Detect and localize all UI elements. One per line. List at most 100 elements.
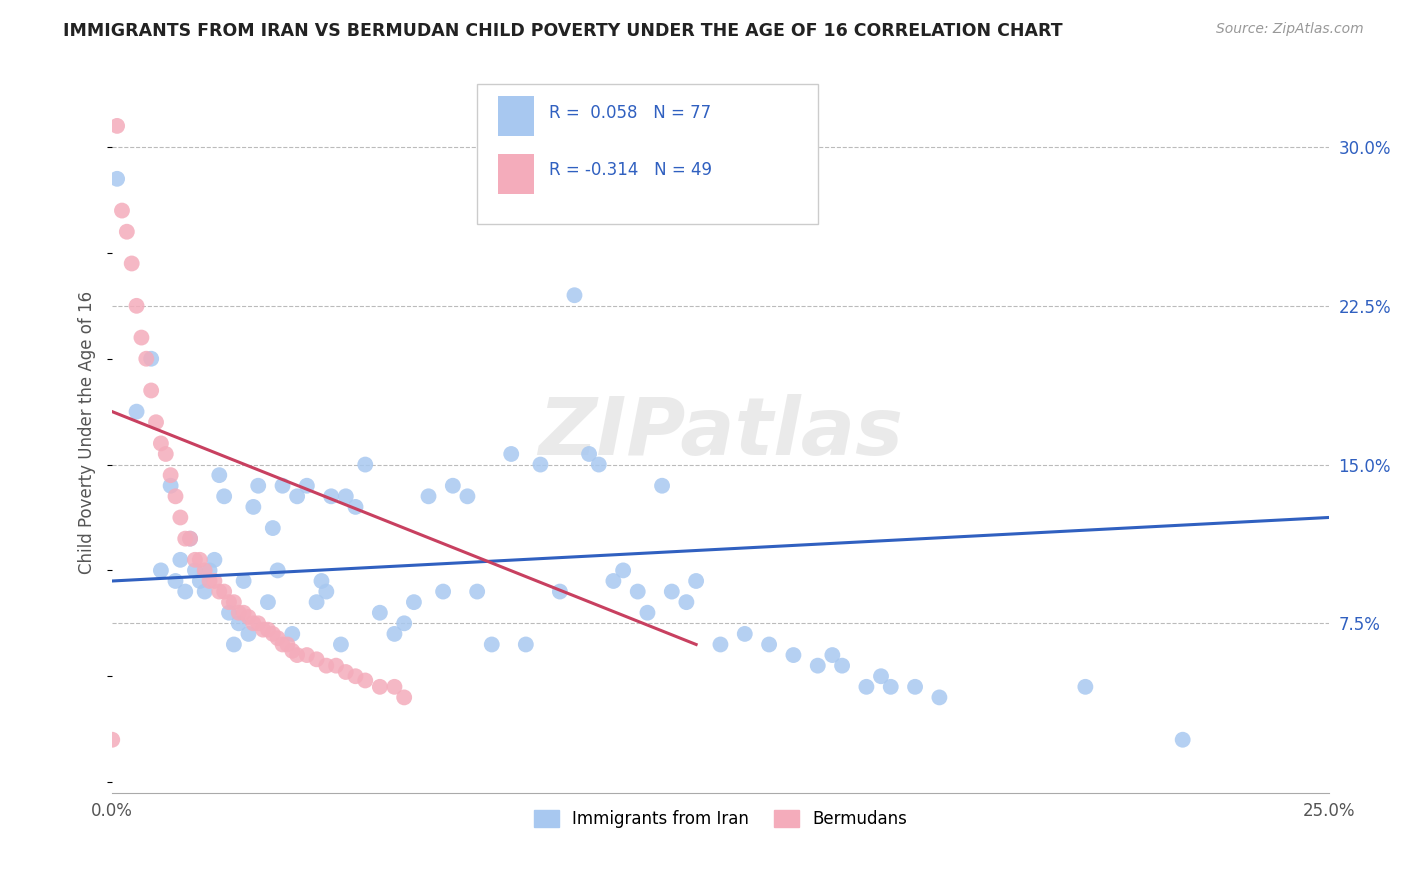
Point <box>222 638 245 652</box>
Point <box>266 563 288 577</box>
Point <box>855 680 877 694</box>
Point <box>402 595 425 609</box>
Point <box>627 584 650 599</box>
Point <box>335 665 357 679</box>
Point <box>194 563 217 577</box>
Point <box>305 652 328 666</box>
Y-axis label: Child Poverty Under the Age of 16: Child Poverty Under the Age of 16 <box>79 292 96 574</box>
Point <box>368 680 391 694</box>
Text: IMMIGRANTS FROM IRAN VS BERMUDAN CHILD POVERTY UNDER THE AGE OF 16 CORRELATION C: IMMIGRANTS FROM IRAN VS BERMUDAN CHILD P… <box>63 22 1063 40</box>
FancyBboxPatch shape <box>477 84 818 224</box>
Point <box>281 644 304 658</box>
Bar <box>498 96 534 136</box>
Point <box>870 669 893 683</box>
Point <box>344 669 367 683</box>
Point <box>305 595 328 609</box>
Point <box>1074 680 1097 694</box>
Point <box>432 584 454 599</box>
Point <box>159 468 181 483</box>
Text: ZIPatlas: ZIPatlas <box>538 393 903 472</box>
Point <box>218 606 240 620</box>
Point <box>121 256 143 270</box>
Point <box>465 584 488 599</box>
Point <box>295 479 318 493</box>
Point <box>651 479 673 493</box>
Point <box>174 584 197 599</box>
Point <box>685 574 707 588</box>
Point <box>335 489 357 503</box>
Point <box>321 489 343 503</box>
Point <box>276 638 298 652</box>
Point <box>262 521 284 535</box>
Point <box>149 436 172 450</box>
Point <box>232 574 254 588</box>
Point <box>238 610 260 624</box>
Text: R =  0.058   N = 77: R = 0.058 N = 77 <box>548 103 711 121</box>
Text: Source: ZipAtlas.com: Source: ZipAtlas.com <box>1216 22 1364 37</box>
Point <box>242 616 264 631</box>
Point <box>247 616 270 631</box>
Point <box>111 203 134 218</box>
Point <box>271 479 294 493</box>
Point <box>159 479 181 493</box>
Point <box>125 404 148 418</box>
Point <box>709 638 731 652</box>
Point <box>354 673 377 688</box>
Point <box>271 638 294 652</box>
Point <box>208 468 231 483</box>
Point <box>354 458 377 472</box>
Point <box>228 616 250 631</box>
Point <box>131 330 153 344</box>
Point <box>262 627 284 641</box>
Point <box>904 680 927 694</box>
Point <box>928 690 950 705</box>
Point <box>588 458 610 472</box>
Point <box>208 584 231 599</box>
Point <box>188 574 211 588</box>
Legend: Immigrants from Iran, Bermudans: Immigrants from Iran, Bermudans <box>527 803 914 835</box>
Point <box>238 627 260 641</box>
Point <box>515 638 537 652</box>
Point <box>242 500 264 514</box>
Point <box>218 595 240 609</box>
Point <box>578 447 600 461</box>
Point <box>169 553 191 567</box>
Point <box>184 553 207 567</box>
Point <box>252 623 274 637</box>
Point <box>228 606 250 620</box>
Point <box>501 447 523 461</box>
Point <box>141 351 163 366</box>
Point <box>734 627 756 641</box>
Point <box>325 658 347 673</box>
Point <box>135 351 157 366</box>
Point <box>612 563 634 577</box>
Point <box>169 510 191 524</box>
Point <box>247 479 270 493</box>
Point <box>257 595 280 609</box>
Point <box>344 500 367 514</box>
Point <box>179 532 201 546</box>
Point <box>384 680 406 694</box>
Point <box>392 690 415 705</box>
Point <box>101 732 124 747</box>
Point <box>285 648 308 662</box>
Point <box>529 458 551 472</box>
Bar <box>498 154 534 194</box>
Point <box>807 658 830 673</box>
Point <box>184 563 207 577</box>
Point <box>441 479 464 493</box>
Point <box>105 119 128 133</box>
Point <box>782 648 804 662</box>
Point <box>281 627 304 641</box>
Point <box>174 532 197 546</box>
Point <box>165 489 187 503</box>
Point <box>194 584 217 599</box>
Point <box>418 489 440 503</box>
Point <box>285 489 308 503</box>
Point <box>636 606 658 620</box>
Point <box>1171 732 1194 747</box>
Point <box>392 616 415 631</box>
Point <box>232 606 254 620</box>
Point <box>204 574 226 588</box>
Point <box>295 648 318 662</box>
